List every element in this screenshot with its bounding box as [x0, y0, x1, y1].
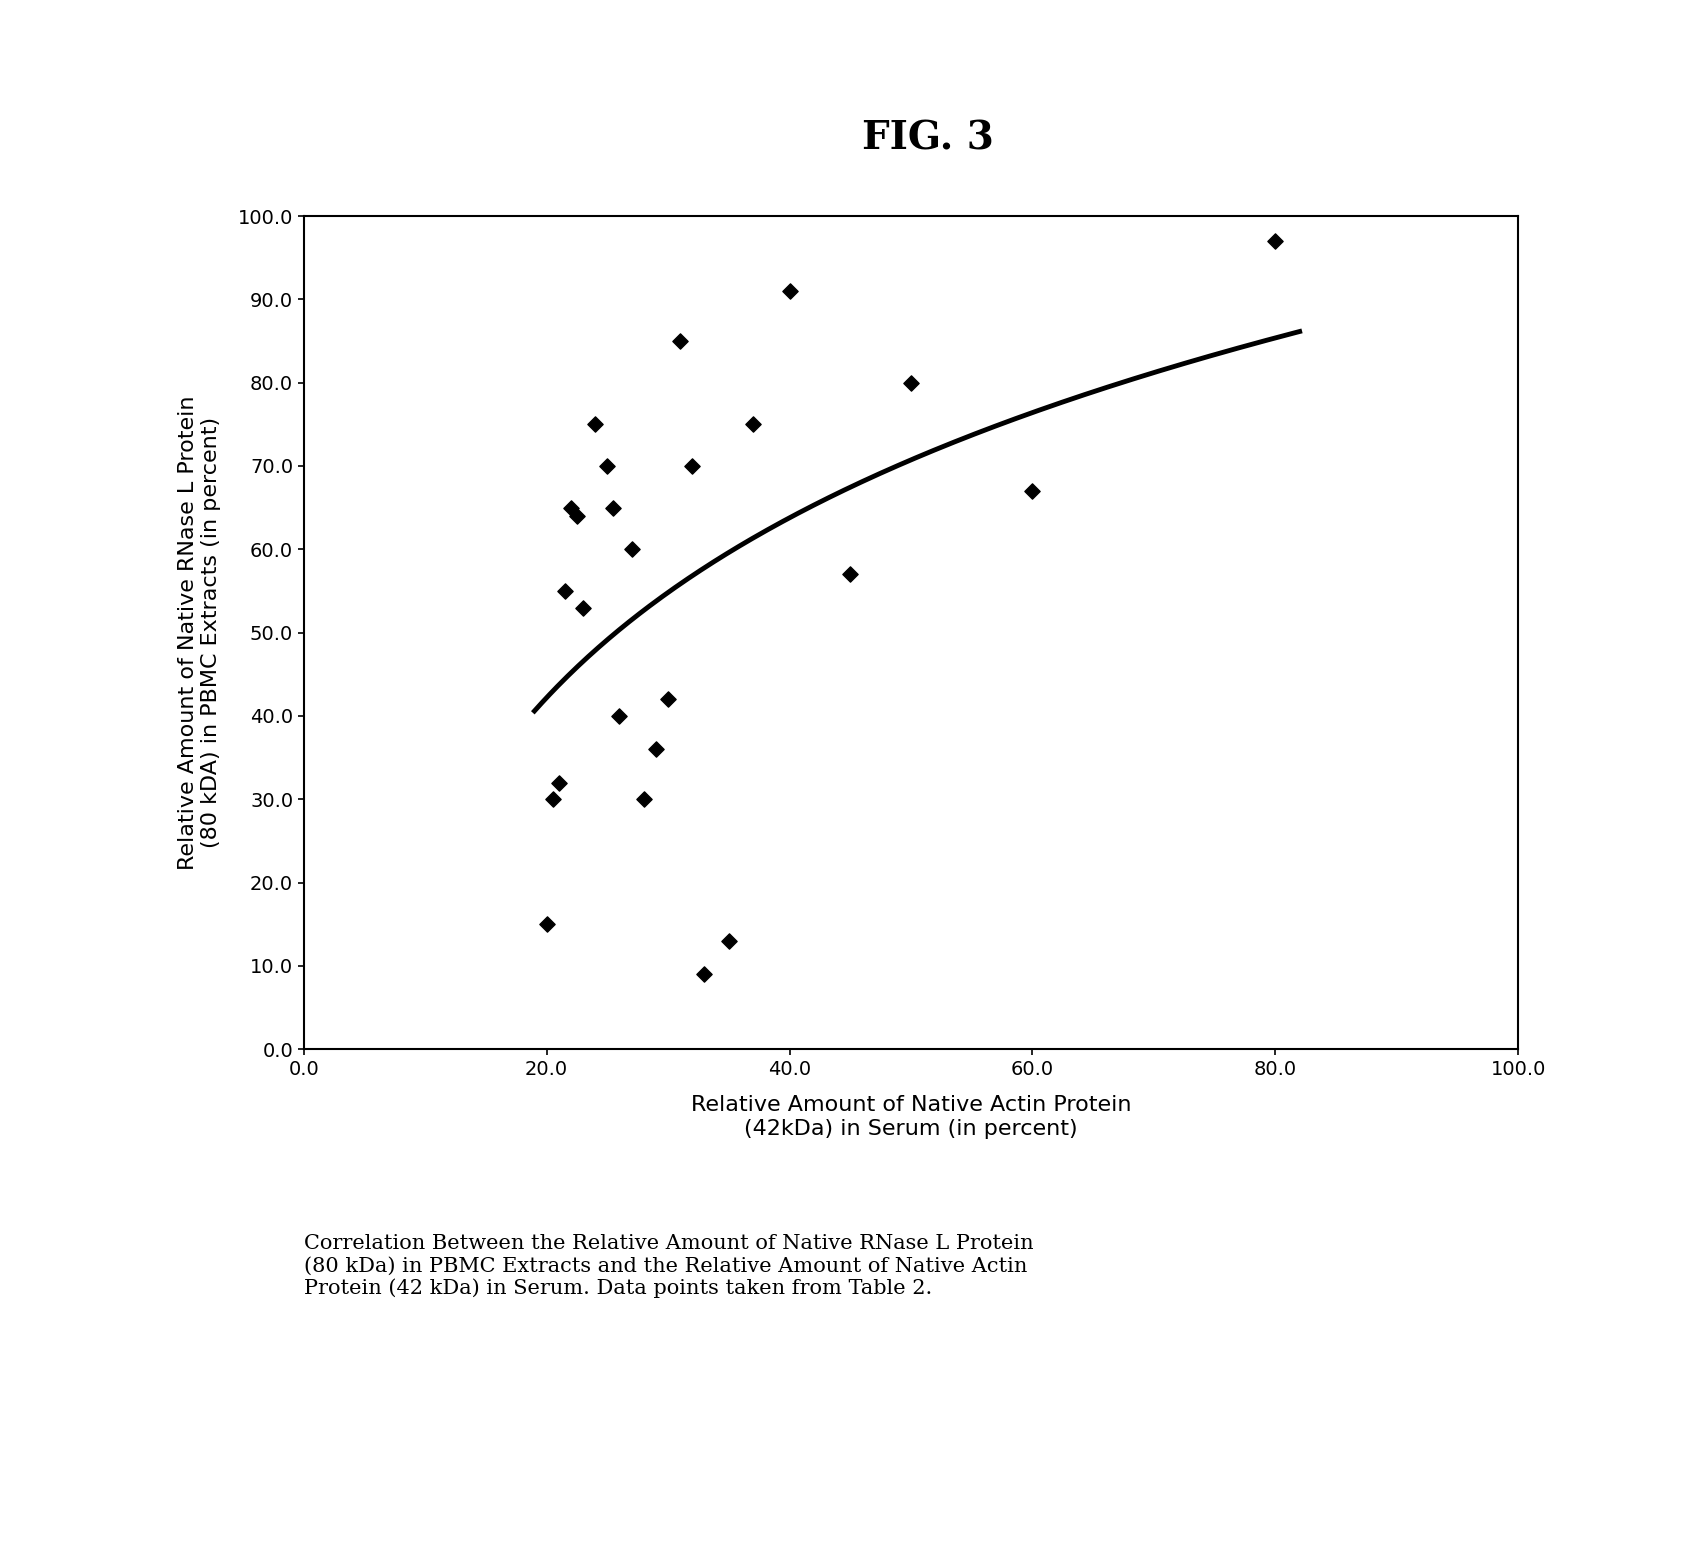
Point [631, 787, 658, 812]
Point [1262, 228, 1289, 253]
Point [540, 787, 567, 812]
Point [617, 537, 644, 562]
Text: FIG. 3: FIG. 3 [862, 120, 994, 157]
Point [545, 770, 572, 795]
X-axis label: Relative Amount of Native Actin Protein
(42kDa) in Serum (in percent): Relative Amount of Native Actin Protein … [690, 1096, 1132, 1139]
Y-axis label: Relative Amount of Native RNase L Protein
(80 kDA) in PBMC Extracts (in percent): Relative Amount of Native RNase L Protei… [179, 395, 221, 870]
Point [582, 412, 609, 437]
Point [1019, 478, 1046, 503]
Point [601, 495, 628, 520]
Point [776, 279, 803, 304]
Point [739, 412, 766, 437]
Point [678, 454, 705, 478]
Point [837, 562, 864, 586]
Point [533, 912, 560, 937]
Point [715, 929, 742, 954]
Text: Correlation Between the Relative Amount of Native RNase L Protein
(80 kDa) in PB: Correlation Between the Relative Amount … [304, 1234, 1032, 1298]
Point [655, 687, 682, 711]
Point [552, 579, 579, 603]
Point [594, 454, 621, 478]
Point [563, 503, 590, 528]
Point [643, 738, 670, 762]
Point [557, 495, 584, 520]
Point [666, 329, 693, 353]
Point [692, 961, 719, 986]
Point [606, 704, 633, 728]
Point [570, 596, 597, 620]
Point [897, 370, 924, 395]
